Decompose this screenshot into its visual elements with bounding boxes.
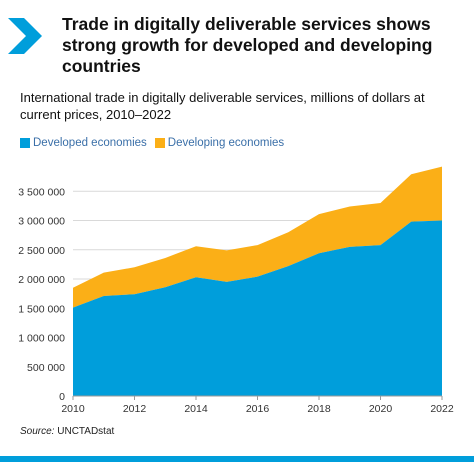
legend-label-developing: Developing economies — [167, 137, 285, 149]
legend-swatch-developed — [20, 138, 30, 148]
source-label: Source: — [20, 426, 55, 437]
x-tick-label: 2016 — [246, 403, 270, 415]
y-tick-label: 2 000 000 — [18, 274, 65, 286]
legend-swatch-developing — [154, 138, 165, 148]
x-tick-label: 2014 — [184, 403, 208, 415]
x-tick-label: 2010 — [61, 403, 85, 415]
legend-label-developed: Developed economies — [33, 137, 147, 149]
page-title: Trade in digitally deliverable services … — [62, 14, 433, 76]
chart-subtitle: International trade in digitally deliver… — [20, 90, 425, 122]
y-tick-label: 1 000 000 — [18, 333, 65, 345]
y-tick-label: 1 500 000 — [18, 303, 65, 315]
bottom-accent-bar — [0, 456, 474, 462]
source-note: Source: UNCTADstat — [20, 426, 114, 437]
legend-item-developed: Developed economies — [20, 137, 147, 149]
y-tick-label: 3 000 000 — [18, 216, 65, 228]
chevron-logo-icon — [8, 18, 42, 54]
area-developing-economies — [73, 166, 442, 308]
legend-item-developing: Developing economies — [154, 137, 285, 149]
y-tick-label: 0 — [59, 391, 65, 403]
stacked-area-chart: 0 500 000 1 000 000 1 500 000 2 000 000 2 500… — [18, 166, 454, 415]
y-tick-label: 3 500 000 — [18, 186, 65, 198]
area-developed-economies — [73, 220, 442, 396]
x-tick-label: 2012 — [123, 403, 147, 415]
source-text: UNCTADstat — [57, 426, 115, 437]
chart-legend: Developed economies Developing economies — [20, 137, 292, 149]
x-tick-label: 2022 — [430, 403, 454, 415]
y-tick-label: 500 000 — [27, 362, 65, 374]
x-tick-label: 2020 — [369, 403, 393, 415]
x-tick-label: 2018 — [307, 403, 331, 415]
y-tick-label: 2 500 000 — [18, 245, 65, 257]
